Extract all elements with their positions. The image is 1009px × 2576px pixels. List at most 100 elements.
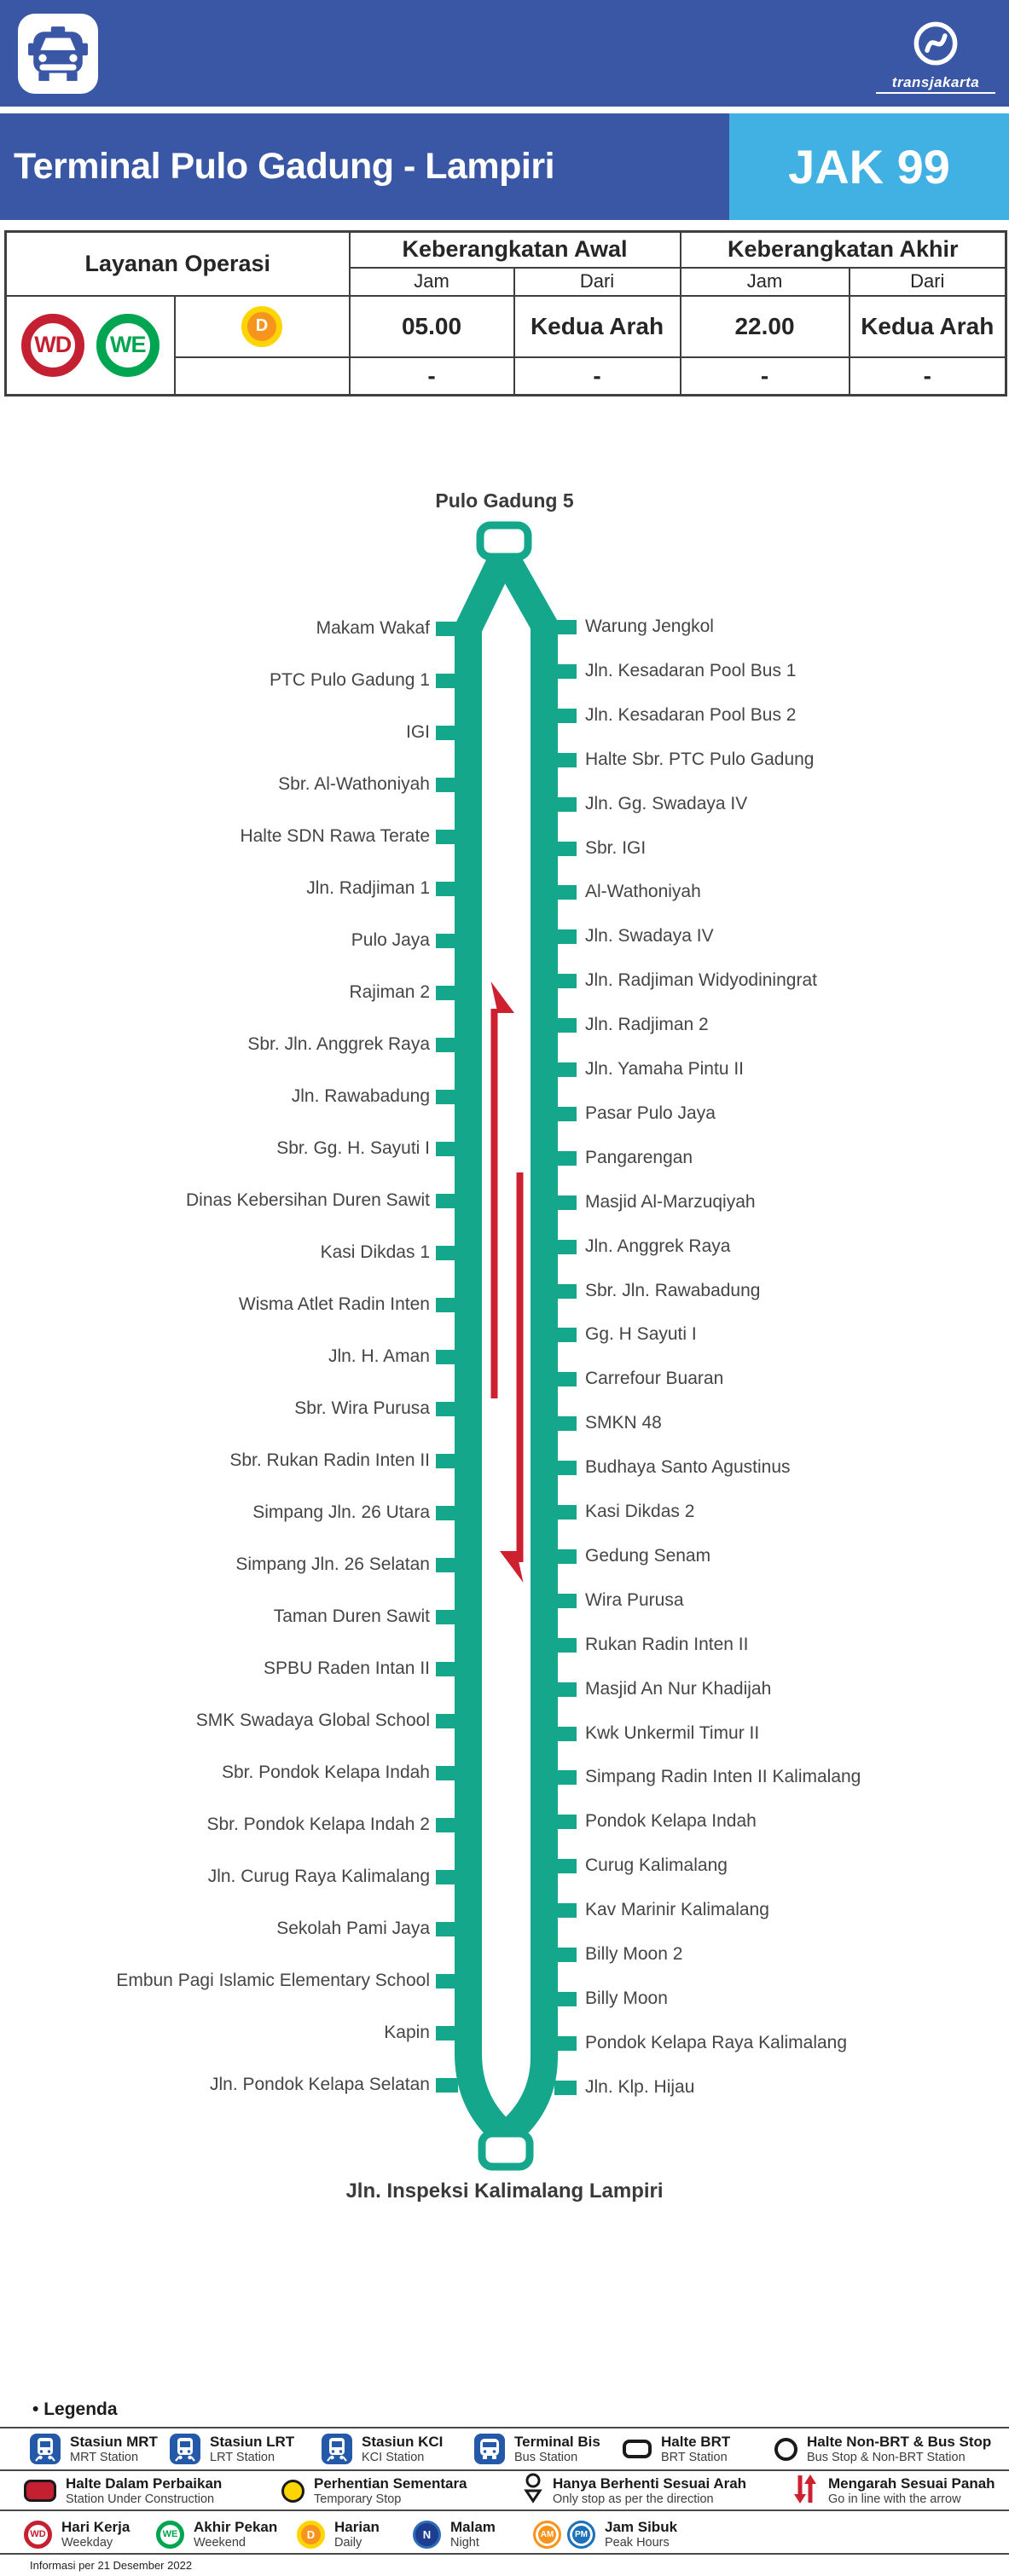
arrow-direction-icon — [792, 2472, 819, 2510]
stop-tick — [436, 1714, 458, 1728]
pm-badge-small: PM — [567, 2520, 595, 2549]
stop-label: Pondok Kelapa Raya Kalimalang — [585, 2032, 848, 2052]
stop-tick — [554, 1637, 577, 1653]
legend-label-en: Peak Hours — [605, 2535, 670, 2550]
stop-label: Pasar Pulo Jaya — [585, 1103, 716, 1123]
first-departure-from: Kedua Arah — [513, 294, 681, 358]
stop-label: Kasi Dikdas 1 — [320, 1242, 430, 1262]
stop-tick — [554, 1461, 577, 1476]
stop-tick — [554, 1859, 577, 1874]
stop-label: Dinas Kebersihan Duren Sawit — [186, 1190, 430, 1210]
legend-item-weekday: WD Hari Kerja Weekday — [24, 2515, 130, 2553]
legend-label-id: Mengarah Sesuai Panah — [828, 2475, 995, 2492]
kci-station-icon — [322, 2434, 352, 2464]
stop-label: Sbr. Jln. Rawabadung — [585, 1280, 761, 1300]
stop-label: Kapin — [384, 2023, 430, 2042]
stop-tick — [554, 1593, 577, 1608]
stop-label: Sbr. Rukan Radin Inten II — [229, 1450, 430, 1470]
legend-label-id: Stasiun KCI — [362, 2433, 444, 2450]
legend-title: Legenda — [43, 2399, 118, 2419]
night-badge-small: N — [413, 2520, 441, 2549]
legend-label-id: Halte BRT — [661, 2433, 731, 2450]
legend-label-en: Weekday — [61, 2535, 113, 2550]
stop-label: Makam Wakaf — [316, 618, 430, 638]
direction-arrows — [490, 981, 524, 1583]
row2-dari-akhir: - — [848, 356, 1007, 397]
stop-label: Jln. Pondok Kelapa Selatan — [209, 2075, 430, 2094]
route-code: JAK 99 — [729, 113, 1009, 220]
legend-label-id: Malam — [450, 2518, 496, 2535]
stop-tick — [436, 1298, 458, 1312]
stop-label: Wira Purusa — [585, 1589, 684, 1610]
last-departure-time: 22.00 — [679, 294, 850, 358]
stop-tick — [436, 882, 458, 896]
dari-awal-header: Dari — [513, 266, 681, 297]
route-end-label: Jln. Inspeksi Kalimalang Lampiri — [345, 2179, 664, 2203]
weekday-badge: WD — [20, 313, 84, 377]
legend-divider-2 — [0, 2469, 1009, 2471]
title-band: Terminal Pulo Gadung - Lampiri JAK 99 — [0, 113, 1009, 220]
stop-tick — [554, 1106, 577, 1121]
legend-item-peak-hours: AM PM Jam Sibuk Peak Hours — [533, 2515, 677, 2553]
angkot-bus-icon — [18, 14, 98, 94]
legend-item-halte-brt: Halte BRT BRT Station — [623, 2430, 730, 2468]
stop-tick — [436, 1610, 458, 1624]
stop-tick — [436, 1142, 458, 1156]
stop-tick — [554, 1991, 577, 2006]
weekend-badge-small: WE — [156, 2520, 184, 2549]
stop-label: Sbr. Jln. Anggrek Raya — [247, 1034, 430, 1054]
legend-divider-3 — [0, 2509, 1009, 2511]
legend-label-en: Daily — [334, 2535, 362, 2550]
stop-tick — [554, 841, 577, 856]
legend-label-id: Terminal Bis — [514, 2433, 600, 2450]
legend-label-en: BRT Station — [661, 2450, 728, 2464]
stop-tick — [554, 974, 577, 989]
stop-label: Gedung Senam — [585, 1545, 711, 1566]
legend-bullet: • — [32, 2399, 39, 2419]
stop-tick — [436, 674, 458, 688]
stop-label: Rajiman 2 — [349, 982, 430, 1002]
stop-label: SPBU Raden Intan II — [264, 1658, 430, 1678]
legend-item-directional-stop: Hanya Berhenti Sesuai Arah Only stop as p… — [523, 2472, 746, 2509]
stop-tick — [554, 1239, 577, 1254]
legend-label-id: Halte Dalam Perbaikan — [66, 2475, 223, 2492]
stop-label: SMKN 48 — [585, 1413, 662, 1433]
stop-label: Carrefour Buaran — [585, 1369, 724, 1389]
stop-label: Jln. Gg. Swadaya IV — [585, 793, 748, 813]
stop-label: Embun Pagi Islamic Elementary School — [116, 1971, 430, 1990]
transjakarta-wordmark: transjakarta — [876, 74, 995, 94]
stop-label: IGI — [405, 722, 430, 742]
stop-label: Sbr. IGI — [585, 837, 647, 858]
legend-item-lrt: Stasiun LRT LRT Station — [170, 2430, 294, 2468]
stop-tick — [554, 708, 577, 723]
stop-label: Al-Wathoniyah — [585, 882, 701, 902]
legend-item-night: N Malam Night — [413, 2515, 496, 2553]
stop-label: Pulo Jaya — [351, 930, 430, 950]
stop-label: Billy Moon 2 — [585, 1944, 683, 1964]
stop-label: PTC Pulo Gadung 1 — [270, 670, 430, 690]
stop-tick — [554, 885, 577, 900]
start-terminal-icon — [476, 521, 532, 561]
daily-service-cell: D — [173, 294, 351, 358]
stop-label: Jln. Kesadaran Pool Bus 2 — [585, 704, 797, 725]
operations-table: Layanan Operasi Keberangkatan Awal Keber… — [4, 230, 1008, 397]
directional-stop-icon — [523, 2473, 543, 2509]
stop-tick — [436, 1246, 458, 1260]
stop-tick — [436, 1558, 458, 1572]
stop-tick — [554, 1195, 577, 1210]
service-days-cell: WD WE — [4, 294, 176, 397]
stop-label: Budhaya Santo Agustinus — [585, 1457, 791, 1478]
stop-tick — [554, 1372, 577, 1387]
route-line-right — [492, 547, 558, 2146]
stop-label: Curug Kalimalang — [585, 1855, 728, 1876]
stop-tick — [554, 2080, 577, 2095]
stop-label: Wisma Atlet Radin Inten — [238, 1294, 430, 1314]
stop-tick — [436, 1974, 458, 1988]
stop-label: Jln. Radjiman 2 — [585, 1015, 709, 1035]
stop-label: Simpang Radin Inten II Kalimalang — [585, 1767, 861, 1787]
stop-label: Jln. Anggrek Raya — [585, 1236, 731, 1256]
stop-tick — [436, 1766, 458, 1780]
stop-label: Masjid An Nur Khadijah — [585, 1678, 772, 1699]
legend-label-id: Halte Non-BRT & Bus Stop — [807, 2433, 992, 2450]
stop-label: Halte Sbr. PTC Pulo Gadung — [585, 749, 815, 769]
